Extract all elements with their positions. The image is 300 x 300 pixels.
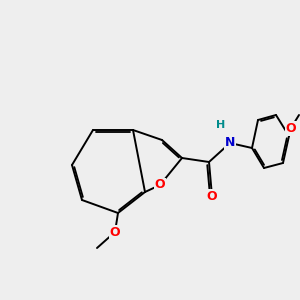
Text: O: O	[110, 226, 120, 238]
Text: N: N	[225, 136, 235, 149]
Text: H: H	[216, 120, 225, 130]
Text: O: O	[286, 122, 296, 134]
Text: O: O	[207, 190, 217, 202]
Text: O: O	[155, 178, 165, 191]
